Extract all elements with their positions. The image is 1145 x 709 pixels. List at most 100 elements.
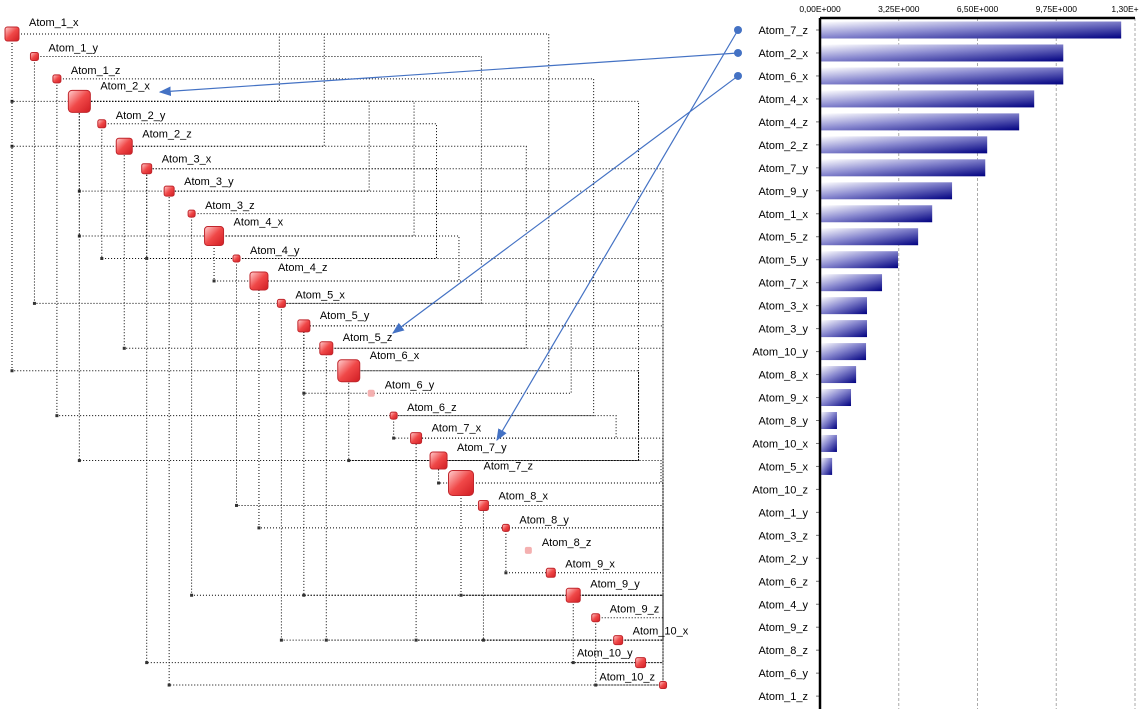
bar[interactable] — [820, 389, 852, 407]
node-marker — [367, 389, 375, 397]
edge-junction — [100, 257, 104, 260]
diagram-node[interactable]: Atom_5_y — [297, 310, 370, 333]
diagram-node[interactable]: Atom_9_y — [565, 578, 640, 603]
diagram-node[interactable]: Atom_1_z — [52, 65, 121, 84]
node-marker — [141, 163, 153, 175]
bar[interactable] — [820, 90, 1035, 108]
bar[interactable] — [820, 274, 883, 292]
node-label: Atom_7_x — [432, 423, 482, 435]
edge-junction — [392, 436, 396, 440]
node-marker — [448, 470, 474, 496]
diagram-node[interactable]: Atom_8_z — [524, 537, 592, 554]
node-label: Atom_8_x — [498, 490, 548, 502]
bar[interactable] — [820, 251, 899, 269]
node-marker — [477, 499, 489, 511]
bar[interactable] — [820, 320, 868, 338]
bar[interactable] — [820, 366, 857, 384]
bar[interactable] — [820, 205, 933, 223]
edge-line — [281, 302, 664, 641]
node-label: Atom_7_z — [484, 461, 534, 473]
edge-junction — [122, 346, 126, 350]
bar[interactable] — [820, 44, 1064, 62]
edge-junction — [594, 683, 598, 687]
node-label: Atom_1_y — [48, 42, 98, 54]
diagram-node[interactable]: Atom_3_y — [163, 176, 234, 197]
bar[interactable] — [820, 434, 837, 452]
bar[interactable] — [820, 343, 867, 361]
node-marker — [97, 119, 107, 129]
diagram-node[interactable]: Atom_2_x — [67, 80, 150, 113]
x-tick-label: 6,50E+000 — [957, 4, 999, 14]
diagram-node[interactable]: Atom_10_z — [599, 672, 668, 690]
node-label: Atom_3_y — [184, 176, 234, 188]
diagram-node[interactable]: Atom_5_z — [319, 332, 393, 356]
diagram-node[interactable]: Atom_9_x — [545, 558, 615, 578]
diagram-node[interactable]: Atom_2_z — [115, 128, 192, 155]
diagram-node[interactable]: Atom_10_y — [577, 648, 647, 669]
bar[interactable] — [820, 297, 868, 315]
diagram-node[interactable]: Atom_3_x — [141, 154, 212, 175]
bar[interactable] — [820, 113, 1020, 131]
node-label: Atom_6_z — [407, 402, 457, 414]
edge-junction — [10, 144, 14, 148]
edge-junction — [167, 683, 171, 687]
y-tick-label: Atom_4_z — [758, 117, 808, 129]
diagram-node[interactable]: Atom_1_y — [29, 42, 98, 61]
node-marker — [429, 451, 448, 470]
y-tick-label: Atom_5_z — [758, 232, 808, 244]
y-tick-label: Atom_3_x — [758, 301, 808, 313]
node-label: Atom_10_y — [577, 648, 633, 660]
diagram-node[interactable]: Atom_7_z — [448, 461, 534, 496]
node-label: Atom_1_z — [71, 65, 121, 77]
diagram-node[interactable]: Atom_4_y — [232, 245, 300, 263]
diagram-node[interactable]: Atom_9_z — [591, 604, 660, 623]
edge-junction — [212, 279, 216, 283]
y-tick-label: Atom_8_z — [758, 645, 808, 657]
node-label: Atom_6_x — [370, 350, 420, 362]
node-marker — [501, 523, 510, 532]
edge-line — [79, 100, 640, 462]
bar[interactable] — [820, 136, 988, 154]
y-tick-label: Atom_5_x — [758, 461, 808, 473]
diagram-node[interactable]: Atom_7_x — [410, 423, 482, 445]
node-marker — [319, 341, 334, 356]
bar[interactable] — [820, 411, 837, 429]
node-label: Atom_5_y — [320, 310, 370, 322]
edge-line — [393, 415, 617, 439]
node-label: Atom_5_z — [343, 332, 393, 344]
bar-chart: 0,00E+000 3,25E+000 6,50E+000 9,75E+000 1,30… — [752, 4, 1139, 709]
bar[interactable] — [820, 21, 1122, 39]
diagram-node[interactable]: Atom_5_x — [276, 289, 345, 308]
node-label: Atom_7_y — [457, 442, 507, 454]
diagram-node[interactable]: Atom_6_y — [367, 380, 435, 397]
highlight-arrow — [158, 52, 739, 97]
y-tick-label: Atom_2_y — [758, 553, 808, 565]
diagram-node[interactable]: Atom_4_x — [204, 217, 284, 247]
node-marker — [115, 137, 133, 155]
diagram-node[interactable]: Atom_3_z — [187, 200, 255, 218]
bar[interactable] — [820, 457, 833, 475]
highlight-arrow — [496, 29, 739, 442]
diagram-node[interactable]: Atom_1_x — [4, 17, 79, 42]
diagram-node[interactable]: Atom_6_x — [337, 350, 420, 383]
diagram-node[interactable]: Atom_7_y — [429, 442, 507, 470]
node-label: Atom_2_z — [142, 128, 192, 140]
diagram-node[interactable]: Atom_4_z — [249, 262, 328, 291]
y-tick-label: Atom_1_y — [758, 507, 808, 519]
y-tick-label: Atom_6_z — [758, 576, 808, 588]
bar[interactable] — [820, 67, 1064, 85]
node-label: Atom_8_y — [519, 514, 569, 526]
diagram-node[interactable]: Atom_8_x — [477, 490, 548, 511]
diagram-node[interactable]: Atom_8_y — [501, 514, 569, 532]
edge-junction — [235, 503, 238, 507]
x-tick-label: 0,00E+000 — [799, 4, 841, 14]
bar[interactable] — [820, 159, 986, 177]
diagram-node[interactable]: Atom_6_z — [389, 402, 457, 420]
edge-junction — [279, 638, 283, 642]
node-marker — [187, 209, 196, 218]
diagram-node[interactable]: Atom_2_y — [97, 110, 166, 129]
diagram-node[interactable]: Atom_10_x — [613, 626, 689, 646]
bar[interactable] — [820, 228, 919, 246]
bar[interactable] — [820, 182, 953, 200]
x-tick-label: 9,75E+000 — [1036, 4, 1078, 14]
